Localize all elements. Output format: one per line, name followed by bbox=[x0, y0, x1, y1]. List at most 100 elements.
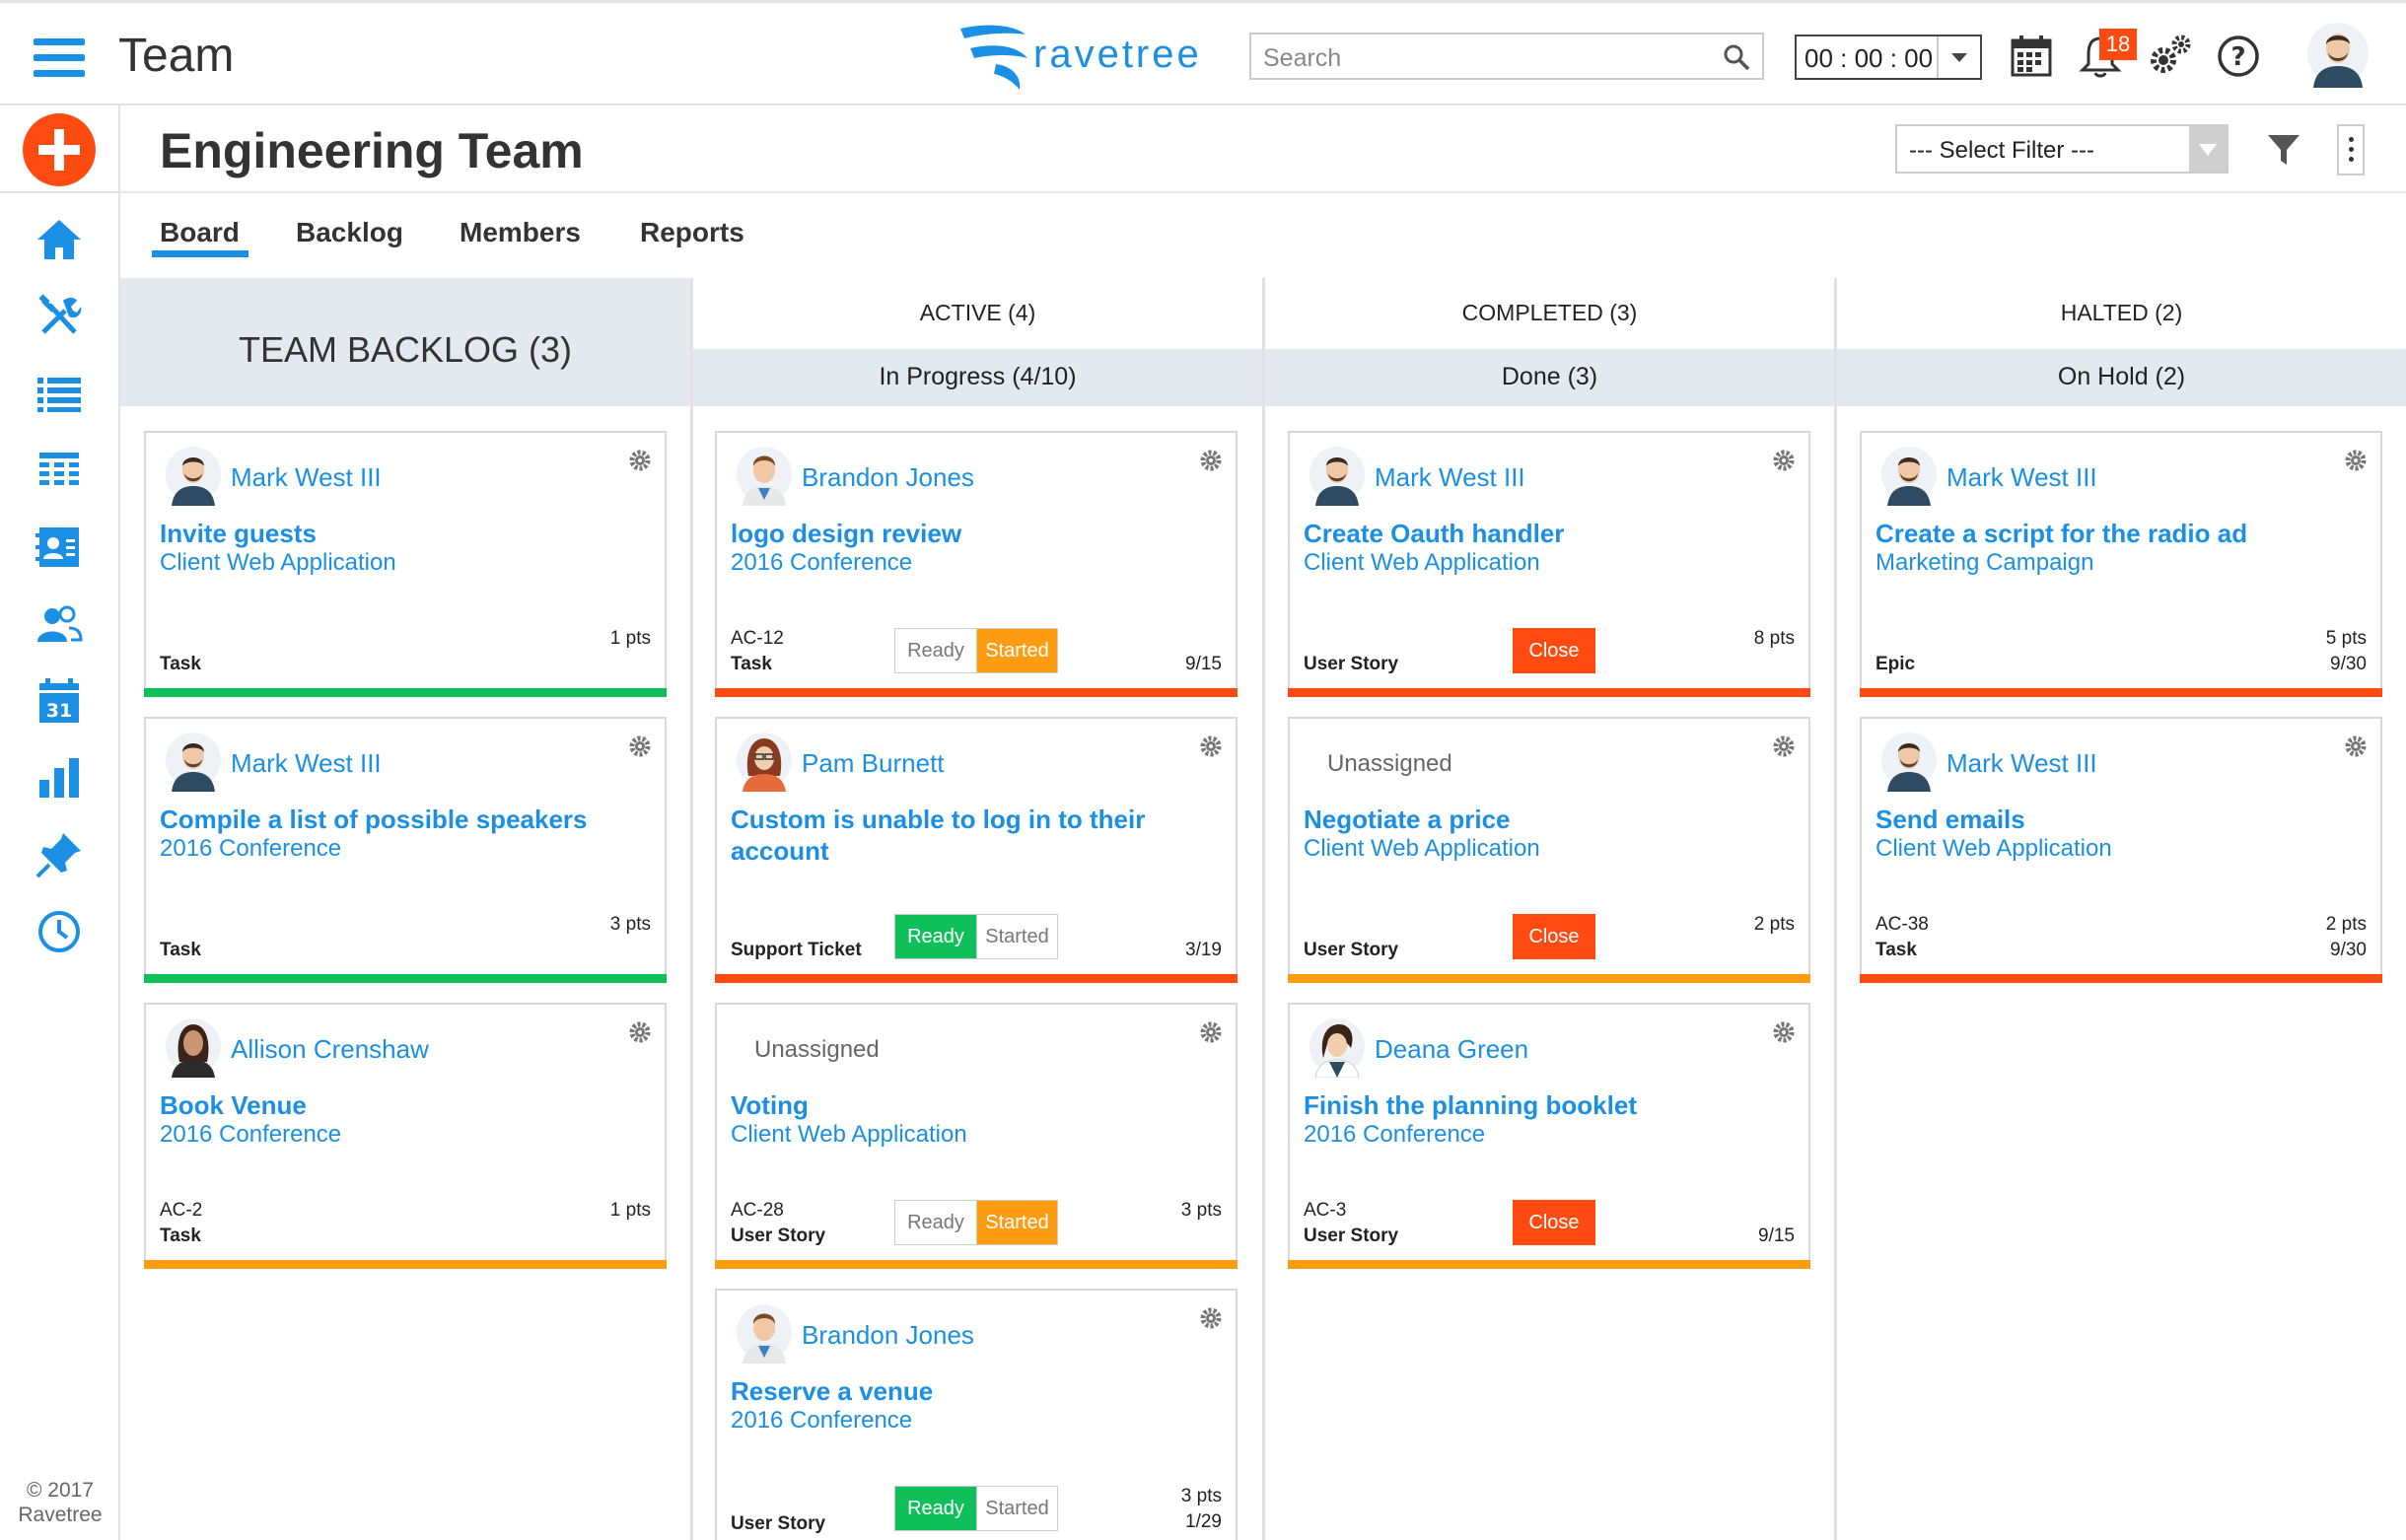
contact-card-icon[interactable] bbox=[35, 524, 83, 571]
task-card[interactable]: Brandon Jones logo design review 2016 Co… bbox=[715, 431, 1238, 697]
card-assignee[interactable]: Brandon Jones bbox=[802, 462, 974, 492]
filter-dropdown-icon[interactable] bbox=[2189, 126, 2227, 172]
card-assignee[interactable]: Unassigned bbox=[754, 1036, 880, 1063]
card-project[interactable]: 2016 Conference bbox=[731, 1407, 913, 1434]
status-ready-button[interactable]: Ready bbox=[895, 915, 976, 958]
card-title[interactable]: Book Venue bbox=[160, 1090, 307, 1120]
more-options-icon[interactable] bbox=[2337, 124, 2365, 175]
card-project[interactable]: Client Web Application bbox=[731, 1121, 967, 1148]
card-title[interactable]: Negotiate a price bbox=[1304, 805, 1511, 834]
card-assignee[interactable]: Unassigned bbox=[1327, 750, 1452, 777]
status-ready-button[interactable]: Ready bbox=[895, 629, 976, 672]
card-title[interactable]: Reserve a venue bbox=[731, 1376, 934, 1406]
card-project[interactable]: 2016 Conference bbox=[160, 1121, 342, 1148]
card-title[interactable]: Finish the planning booklet bbox=[1304, 1090, 1637, 1120]
search-input[interactable] bbox=[1251, 35, 1705, 83]
calendar-31-icon[interactable]: 31 bbox=[35, 677, 83, 725]
close-button[interactable]: Close bbox=[1513, 914, 1595, 959]
tab-board[interactable]: Board bbox=[160, 217, 240, 247]
settings-gears-icon[interactable] bbox=[2146, 33, 2193, 80]
card-settings-gear-icon[interactable] bbox=[627, 734, 653, 759]
card-title[interactable]: logo design review bbox=[731, 519, 962, 548]
card-title[interactable]: Voting bbox=[731, 1090, 809, 1120]
users-icon[interactable] bbox=[35, 600, 83, 648]
tools-icon[interactable] bbox=[35, 293, 83, 340]
card-project[interactable]: 2016 Conference bbox=[731, 549, 913, 576]
search-icon[interactable] bbox=[1723, 43, 1750, 71]
card-settings-gear-icon[interactable] bbox=[2343, 448, 2369, 473]
card-assignee[interactable]: Mark West III bbox=[231, 462, 382, 492]
card-project[interactable]: 2016 Conference bbox=[160, 835, 342, 862]
bar-chart-icon[interactable] bbox=[35, 754, 83, 802]
hamburger-menu-icon[interactable] bbox=[34, 38, 85, 78]
close-button[interactable]: Close bbox=[1513, 628, 1595, 673]
task-card[interactable]: Unassigned Negotiate a price Client Web … bbox=[1288, 717, 1810, 983]
card-title[interactable]: Compile a list of possible speakers bbox=[160, 805, 588, 834]
timer-dropdown-icon[interactable] bbox=[1937, 36, 1980, 78]
card-assignee[interactable]: Pam Burnett bbox=[802, 748, 945, 778]
task-card[interactable]: Allison Crenshaw Book Venue 2016 Confere… bbox=[144, 1003, 667, 1269]
card-settings-gear-icon[interactable] bbox=[1198, 448, 1224, 473]
card-settings-gear-icon[interactable] bbox=[1198, 1305, 1224, 1331]
card-settings-gear-icon[interactable] bbox=[627, 1019, 653, 1045]
card-settings-gear-icon[interactable] bbox=[1198, 734, 1224, 759]
card-project[interactable]: Marketing Campaign bbox=[1875, 549, 2094, 576]
status-started-button[interactable]: Started bbox=[976, 915, 1057, 958]
status-ready-button[interactable]: Ready bbox=[895, 1487, 976, 1530]
card-code: AC-28 bbox=[731, 1200, 784, 1221]
card-assignee[interactable]: Mark West III bbox=[1946, 748, 2097, 778]
status-started-button[interactable]: Started bbox=[976, 1201, 1057, 1244]
card-project[interactable]: 2016 Conference bbox=[1304, 1121, 1486, 1148]
card-type: Task bbox=[1875, 940, 1917, 960]
card-project[interactable]: Client Web Application bbox=[1304, 549, 1540, 576]
status-ready-button[interactable]: Ready bbox=[895, 1201, 976, 1244]
task-card[interactable]: Pam Burnett Custom is unable to log in t… bbox=[715, 717, 1238, 983]
card-title[interactable]: Invite guests bbox=[160, 519, 317, 548]
card-settings-gear-icon[interactable] bbox=[1771, 448, 1797, 473]
card-assignee[interactable]: Deana Green bbox=[1375, 1034, 1529, 1064]
home-icon[interactable] bbox=[35, 216, 83, 263]
pin-icon[interactable] bbox=[35, 831, 83, 878]
card-title[interactable]: Create Oauth handler bbox=[1304, 519, 1565, 548]
card-settings-gear-icon[interactable] bbox=[2343, 734, 2369, 759]
task-card[interactable]: Mark West III Invite guests Client Web A… bbox=[144, 431, 667, 697]
task-card[interactable]: Unassigned Voting Client Web Application… bbox=[715, 1003, 1238, 1269]
help-icon[interactable]: ? bbox=[2215, 33, 2262, 80]
card-assignee[interactable]: Mark West III bbox=[231, 748, 382, 778]
task-card[interactable]: Mark West III Create Oauth handler Clien… bbox=[1288, 431, 1810, 697]
tab-reports[interactable]: Reports bbox=[640, 217, 744, 247]
grid-table-icon[interactable] bbox=[35, 447, 83, 494]
task-card[interactable]: Mark West III Send emails Client Web App… bbox=[1860, 717, 2382, 983]
card-settings-gear-icon[interactable] bbox=[627, 448, 653, 473]
filter-select[interactable]: --- Select Filter --- bbox=[1895, 124, 2229, 174]
card-settings-gear-icon[interactable] bbox=[1771, 734, 1797, 759]
tab-members[interactable]: Members bbox=[460, 217, 581, 247]
clock-icon[interactable] bbox=[35, 908, 83, 955]
card-settings-gear-icon[interactable] bbox=[1771, 1019, 1797, 1045]
filter-funnel-icon[interactable] bbox=[2266, 132, 2301, 168]
card-assignee[interactable]: Brandon Jones bbox=[802, 1320, 974, 1350]
card-settings-gear-icon[interactable] bbox=[1198, 1019, 1224, 1045]
timer-control[interactable]: 00 : 00 : 00 bbox=[1795, 35, 1982, 80]
task-card[interactable]: Mark West III Create a script for the ra… bbox=[1860, 431, 2382, 697]
task-card[interactable]: Brandon Jones Reserve a venue 2016 Confe… bbox=[715, 1289, 1238, 1540]
add-new-button[interactable] bbox=[23, 113, 96, 186]
user-avatar-icon[interactable] bbox=[2307, 23, 2369, 88]
card-project[interactable]: Client Web Application bbox=[160, 549, 396, 576]
list-icon[interactable] bbox=[35, 370, 83, 417]
card-project[interactable]: Client Web Application bbox=[1875, 835, 2112, 862]
calendar-icon[interactable] bbox=[2008, 33, 2055, 80]
card-assignee[interactable]: Mark West III bbox=[1375, 462, 1525, 492]
status-started-button[interactable]: Started bbox=[976, 629, 1057, 672]
status-started-button[interactable]: Started bbox=[976, 1487, 1057, 1530]
card-title[interactable]: Custom is unable to log in to their acco… bbox=[731, 805, 1146, 866]
task-card[interactable]: Deana Green Finish the planning booklet … bbox=[1288, 1003, 1810, 1269]
card-project[interactable]: Client Web Application bbox=[1304, 835, 1540, 862]
card-title[interactable]: Create a script for the radio ad bbox=[1875, 519, 2248, 548]
close-button[interactable]: Close bbox=[1513, 1200, 1595, 1245]
task-card[interactable]: Mark West III Compile a list of possible… bbox=[144, 717, 667, 983]
card-assignee[interactable]: Mark West III bbox=[1946, 462, 2097, 492]
card-assignee[interactable]: Allison Crenshaw bbox=[231, 1034, 429, 1064]
tab-backlog[interactable]: Backlog bbox=[296, 217, 403, 247]
card-title[interactable]: Send emails bbox=[1875, 805, 2025, 834]
